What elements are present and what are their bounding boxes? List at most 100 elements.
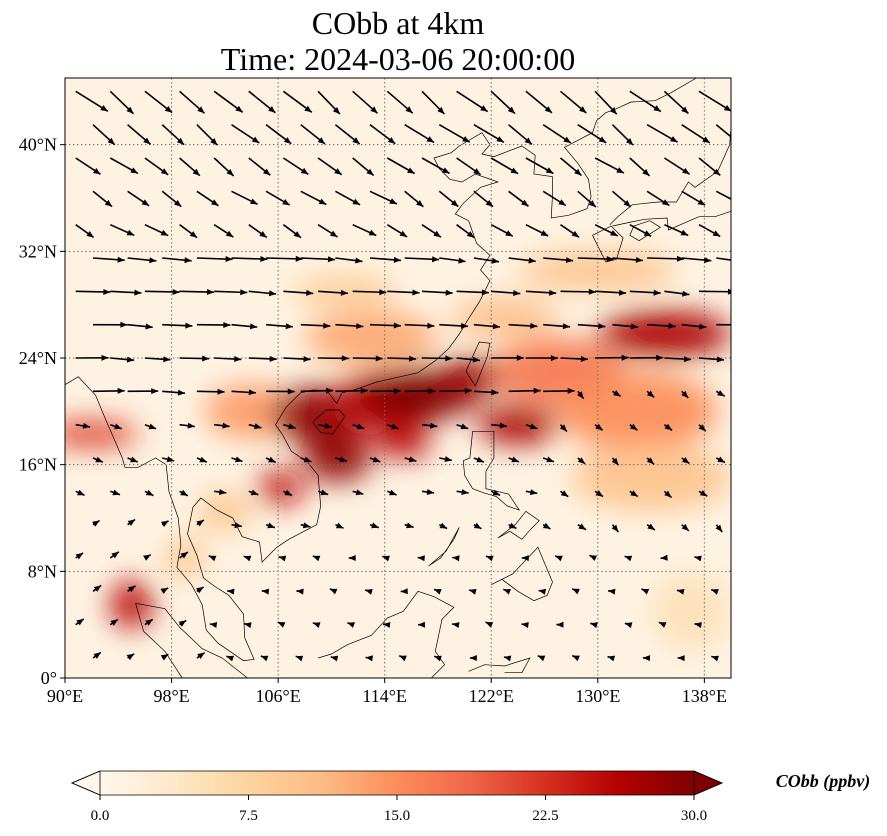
wind-vector-head <box>588 200 596 207</box>
wind-vector-head <box>406 522 414 529</box>
wind-vector-head <box>187 422 195 429</box>
wind-vector-head <box>653 105 661 112</box>
coast-borneo <box>317 590 455 678</box>
wind-vector-head <box>117 387 125 394</box>
wind-vector-head <box>588 288 596 295</box>
wind-vector-head <box>550 355 558 362</box>
wind-vector-head <box>607 655 616 662</box>
wind-vector-head <box>563 136 571 143</box>
wind-vector-head <box>521 622 529 628</box>
wind-vector-head <box>334 168 342 175</box>
wind-vector-head <box>293 231 301 238</box>
wind-vector-head <box>682 457 690 464</box>
co-plume-19 <box>164 538 205 578</box>
wind-vector-head <box>260 655 269 662</box>
wind-vector-head <box>92 520 100 527</box>
wind-vector-head <box>452 555 460 562</box>
wind-vector-head <box>332 107 340 115</box>
wind-vector-head <box>393 388 401 395</box>
wind-vector-head <box>642 655 651 662</box>
wind-vector-head <box>134 289 142 296</box>
wind-vector-head <box>485 622 494 628</box>
wind-vector-head <box>303 456 312 463</box>
wind-vector-head <box>715 524 723 532</box>
wind-vector-head <box>434 655 442 662</box>
wind-vector-head <box>210 138 218 146</box>
wind-vector-head <box>681 523 689 531</box>
wind-vector-head <box>530 322 538 329</box>
wind-vector-head <box>555 555 563 562</box>
colorbar-tick-label: 7.5 <box>239 808 258 824</box>
x-axis-ticks: 90°E 98°E 106°E 114°E 122°E 130°E 138°E <box>47 678 727 706</box>
wind-vector-head <box>611 524 619 532</box>
coast-kyushu <box>592 225 624 263</box>
wind-vector-head <box>513 290 521 296</box>
wind-vector-head <box>460 423 469 430</box>
wind-vector-head <box>393 256 401 263</box>
wind-vector-head <box>93 585 102 592</box>
x-tick-label: 90°E <box>47 686 83 706</box>
wind-vector-shaft <box>715 124 731 138</box>
map-frame <box>64 77 732 679</box>
wind-vector-head <box>180 552 188 559</box>
coast-sumatra <box>135 602 248 678</box>
wind-vector-head <box>76 618 84 626</box>
wind-vector-head <box>178 620 187 627</box>
wind-vector-head <box>572 655 580 662</box>
wind-vector-head <box>93 168 101 175</box>
map-area <box>65 78 742 678</box>
wind-vector-head <box>545 167 554 174</box>
wind-vector-head <box>699 323 707 330</box>
wind-vector-head <box>716 356 724 363</box>
wind-vector-head <box>727 288 731 295</box>
wind-vector-head <box>166 456 175 463</box>
wind-vector-head <box>717 390 725 397</box>
wind-vector-head <box>251 136 260 143</box>
wind-vector-head <box>277 622 286 628</box>
wind-vector-head <box>240 289 248 296</box>
wind-vector-head <box>407 167 415 174</box>
wind-vector-head <box>668 322 676 329</box>
wind-vector-head <box>148 423 157 430</box>
wind-vector-head <box>400 588 408 595</box>
wind-vector-head <box>464 387 472 394</box>
wind-vector-head <box>347 622 355 628</box>
wind-vector-head <box>302 522 311 529</box>
wind-vector-head <box>259 231 267 238</box>
wind-vector-head <box>222 422 230 429</box>
wind-vector-head <box>426 489 435 495</box>
wind-vector-head <box>571 230 580 238</box>
wind-vector-head <box>734 199 742 205</box>
chart-title-line2: Time: 2024-03-06 20:00:00 <box>220 41 576 77</box>
co-plume-15 <box>304 311 438 365</box>
wind-vector-head <box>86 231 94 238</box>
co-plume-18 <box>198 491 252 532</box>
wind-vector-head <box>370 106 378 114</box>
wind-vector-head <box>160 229 169 236</box>
wind-vector-head <box>160 587 169 594</box>
colorbar-title: CObb (ppbv) <box>776 771 870 792</box>
y-tick-label: 16°N <box>19 455 57 475</box>
wind-vector-head <box>227 588 235 595</box>
wind-vector-head <box>160 168 169 175</box>
wind-vector-head <box>562 323 570 330</box>
wind-vector-head <box>335 522 344 529</box>
wind-vector-head <box>658 622 667 628</box>
wind-vector-head <box>243 555 252 562</box>
wind-vector-head <box>451 199 459 207</box>
wind-vector-head <box>217 388 225 395</box>
wind-vector-head <box>697 199 706 206</box>
wind-vector-head <box>664 423 672 431</box>
wind-vector-head <box>653 289 661 296</box>
wind-vector-head <box>143 554 151 561</box>
wind-vector-head <box>387 137 396 144</box>
wind-vector-head <box>542 522 551 529</box>
wind-vector-head <box>682 167 690 175</box>
wind-vector-head <box>356 323 364 329</box>
x-tick-label: 122°E <box>469 686 514 706</box>
wind-vector-head <box>505 230 513 237</box>
colorbar-tick-label: 15.0 <box>384 808 410 824</box>
wind-vector-head <box>389 198 397 204</box>
wind-vector-head <box>318 198 327 205</box>
wind-vector-head <box>480 105 488 112</box>
